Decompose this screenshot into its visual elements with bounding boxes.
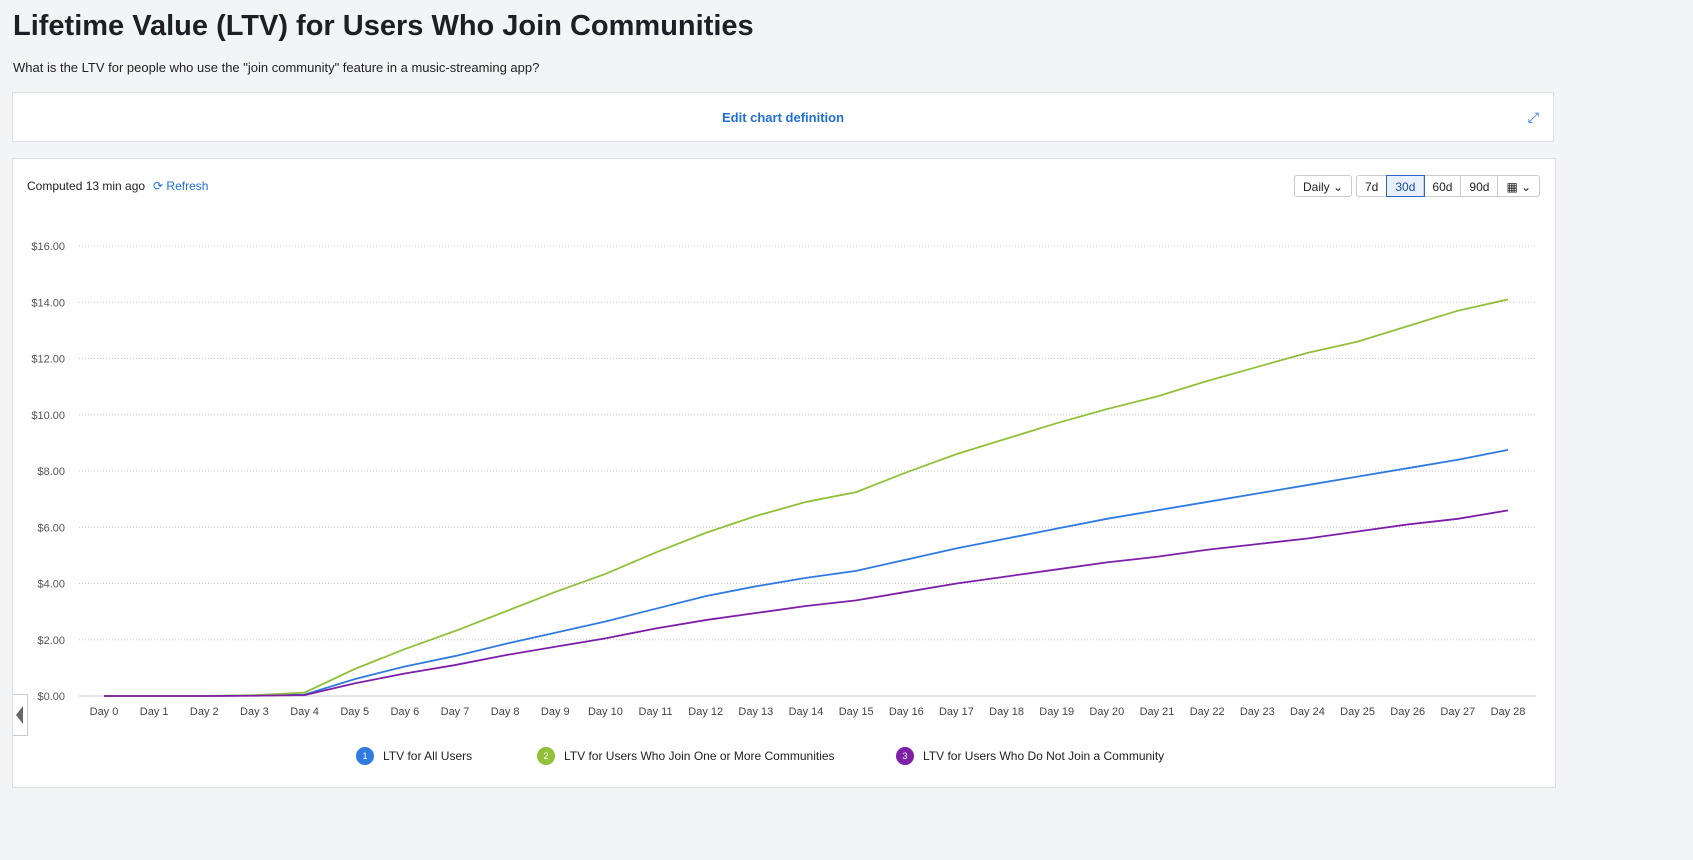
- x-tick-label: Day 20: [1089, 706, 1124, 718]
- y-tick-label: $12.00: [31, 354, 65, 366]
- line-chart: $0.00 $2.00 $4.00 $6.00 $8.00 $10.00 $12.00 $14…: [31, 241, 1536, 718]
- range-60d[interactable]: 60d: [1424, 176, 1462, 196]
- series-line-2: [104, 298, 1509, 697]
- x-tick-label: Day 7: [441, 706, 470, 718]
- interval-value: Daily: [1303, 180, 1330, 194]
- page-subtitle: What is the LTV for people who use the "…: [13, 60, 540, 75]
- legend-label: LTV for Users Who Do Not Join a Communit…: [923, 749, 1165, 763]
- refresh-icon: ⟳: [153, 179, 164, 193]
- scroll-left-handle[interactable]: [13, 694, 28, 736]
- x-tick-label: Day 14: [789, 706, 824, 718]
- x-tick-label: Day 6: [390, 706, 419, 718]
- legend-item-2[interactable]: 2 LTV for Users Who Join One or More Comm…: [537, 747, 835, 765]
- x-tick-label: Day 28: [1491, 706, 1526, 718]
- y-tick-label: $16.00: [31, 241, 65, 253]
- y-tick-label: $8.00: [37, 466, 65, 478]
- legend-badge: 2: [537, 747, 555, 765]
- x-tick-label: Day 21: [1140, 706, 1175, 718]
- x-tick-label: Day 1: [140, 706, 169, 718]
- x-tick-label: Day 26: [1390, 706, 1425, 718]
- range-7d[interactable]: 7d: [1357, 176, 1388, 196]
- legend-label: LTV for All Users: [383, 749, 473, 763]
- x-tick-label: Day 15: [839, 706, 874, 718]
- y-tick-label: $4.00: [37, 579, 65, 591]
- edit-chart-definition-link[interactable]: Edit chart definition: [721, 110, 845, 125]
- calendar-button[interactable]: ▦ ⌄: [1506, 180, 1532, 194]
- page-title: Lifetime Value (LTV) for Users Who Join …: [13, 10, 754, 42]
- chart-card: Computed 13 min ago ⟳ Refresh Daily ⌄ 7d…: [12, 158, 1556, 788]
- x-tick-label: Day 2: [190, 706, 219, 718]
- x-tick-label: Day 12: [688, 706, 723, 718]
- series-line-3: [104, 509, 1509, 697]
- chevron-down-icon: ⌄: [1333, 180, 1344, 194]
- x-tick-label: Day 24: [1290, 706, 1325, 718]
- y-tick-label: $6.00: [37, 522, 65, 534]
- x-tick-label: Day 3: [240, 706, 269, 718]
- x-tick-label: Day 5: [340, 706, 369, 718]
- calendar-icon: ▦: [1506, 180, 1518, 194]
- computed-status: Computed 13 min ago: [27, 179, 146, 193]
- x-tick-label: Day 27: [1440, 706, 1475, 718]
- y-tick-label: $0.00: [37, 691, 65, 703]
- x-tick-label: Day 23: [1240, 706, 1275, 718]
- range-selector: 7d 30d 60d 90d ▦ ⌄: [1356, 175, 1541, 197]
- x-tick-label: Day 13: [738, 706, 773, 718]
- x-tick-label: Day 19: [1039, 706, 1074, 718]
- x-tick-label: Day 17: [939, 706, 974, 718]
- interval-select[interactable]: Daily ⌄: [1294, 175, 1353, 197]
- legend-item-3[interactable]: 3 LTV for Users Who Do Not Join a Communi…: [896, 747, 1164, 765]
- legend-item-1[interactable]: 1 LTV for All Users: [356, 747, 472, 765]
- x-tick-label: Day 4: [290, 706, 319, 718]
- y-tick-label: $10.00: [31, 410, 65, 422]
- x-tick-label: Day 8: [491, 706, 520, 718]
- y-tick-label: $14.00: [31, 297, 65, 309]
- x-tick-label: Day 25: [1340, 706, 1375, 718]
- x-tick-label: Day 22: [1190, 706, 1225, 718]
- range-90d[interactable]: 90d: [1461, 176, 1499, 196]
- x-tick-label: Day 0: [90, 706, 119, 718]
- x-tick-label: Day 16: [889, 706, 924, 718]
- x-tick-label: Day 9: [541, 706, 570, 718]
- legend-badge: 3: [896, 747, 914, 765]
- x-tick-label: Day 11: [639, 706, 673, 718]
- refresh-button[interactable]: ⟳ Refresh: [153, 179, 208, 193]
- x-tick-label: Day 10: [588, 706, 623, 718]
- range-30d[interactable]: 30d: [1386, 175, 1426, 197]
- refresh-label: Refresh: [166, 179, 209, 193]
- expand-icon[interactable]: ⤢: [1527, 109, 1539, 125]
- edit-bar: Edit chart definition ⤢: [12, 92, 1554, 142]
- series-line-1: [104, 449, 1509, 697]
- x-tick-label: Day 18: [989, 706, 1024, 718]
- legend-label: LTV for Users Who Join One or More Commu…: [564, 749, 835, 763]
- legend-badge: 1: [356, 747, 374, 765]
- y-tick-label: $2.00: [37, 635, 65, 647]
